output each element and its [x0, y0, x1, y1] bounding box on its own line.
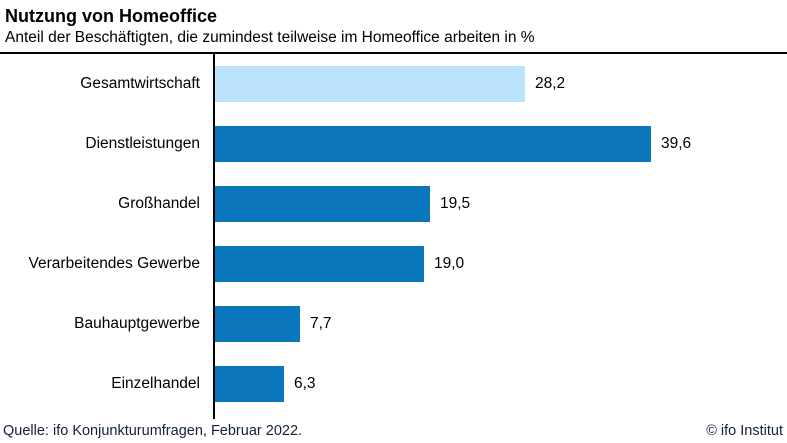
bar	[215, 366, 284, 402]
page-title: Nutzung von Homeoffice	[5, 6, 217, 26]
value-label: 7,7	[310, 315, 332, 332]
axis-line-tail	[213, 414, 215, 419]
page-subtitle: Anteil der Beschäftigten, die zumindest …	[5, 29, 535, 46]
axis-and-bar-track: 19,5	[213, 174, 787, 234]
bar-chart: Gesamtwirtschaft 28,2 Dienstleistungen 3…	[0, 54, 787, 419]
header-rule	[0, 52, 787, 54]
copyright-note: © ifo Institut	[706, 423, 783, 439]
axis-and-bar-track: 19,0	[213, 234, 787, 294]
value-label: 19,0	[434, 255, 465, 272]
category-label: Verarbeitendes Gewerbe	[28, 254, 200, 272]
chart-footer: Quelle: ifo Konjunkturumfragen, Februar …	[0, 423, 787, 443]
bar	[215, 246, 424, 282]
category-label: Dienstleistungen	[85, 134, 200, 152]
category-label: Großhandel	[118, 194, 200, 212]
axis-and-bar-track: 39,6	[213, 114, 787, 174]
axis-and-bar-track: 28,2	[213, 54, 787, 114]
chart-row: Großhandel 19,5	[0, 174, 787, 234]
bar	[215, 126, 651, 162]
chart-row: Einzelhandel 6,3	[0, 354, 787, 414]
chart-row: Verarbeitendes Gewerbe 19,0	[0, 234, 787, 294]
value-label: 6,3	[294, 375, 316, 392]
category-label: Bauhauptgewerbe	[74, 314, 200, 332]
source-note: Quelle: ifo Konjunkturumfragen, Februar …	[3, 423, 303, 439]
chart-row: Gesamtwirtschaft 28,2	[0, 54, 787, 114]
chart-row: Bauhauptgewerbe 7,7	[0, 294, 787, 354]
value-label: 19,5	[440, 195, 471, 212]
chart-header: Nutzung von Homeoffice Anteil der Beschä…	[0, 0, 787, 52]
bar	[215, 66, 525, 102]
axis-and-bar-track: 7,7	[213, 294, 787, 354]
axis-and-bar-track: 6,3	[213, 354, 787, 414]
category-label: Gesamtwirtschaft	[80, 74, 200, 92]
chart-row: Dienstleistungen 39,6	[0, 114, 787, 174]
bar	[215, 306, 300, 342]
value-label: 28,2	[535, 75, 566, 92]
bar	[215, 186, 430, 222]
value-label: 39,6	[661, 135, 692, 152]
category-label: Einzelhandel	[111, 374, 200, 392]
